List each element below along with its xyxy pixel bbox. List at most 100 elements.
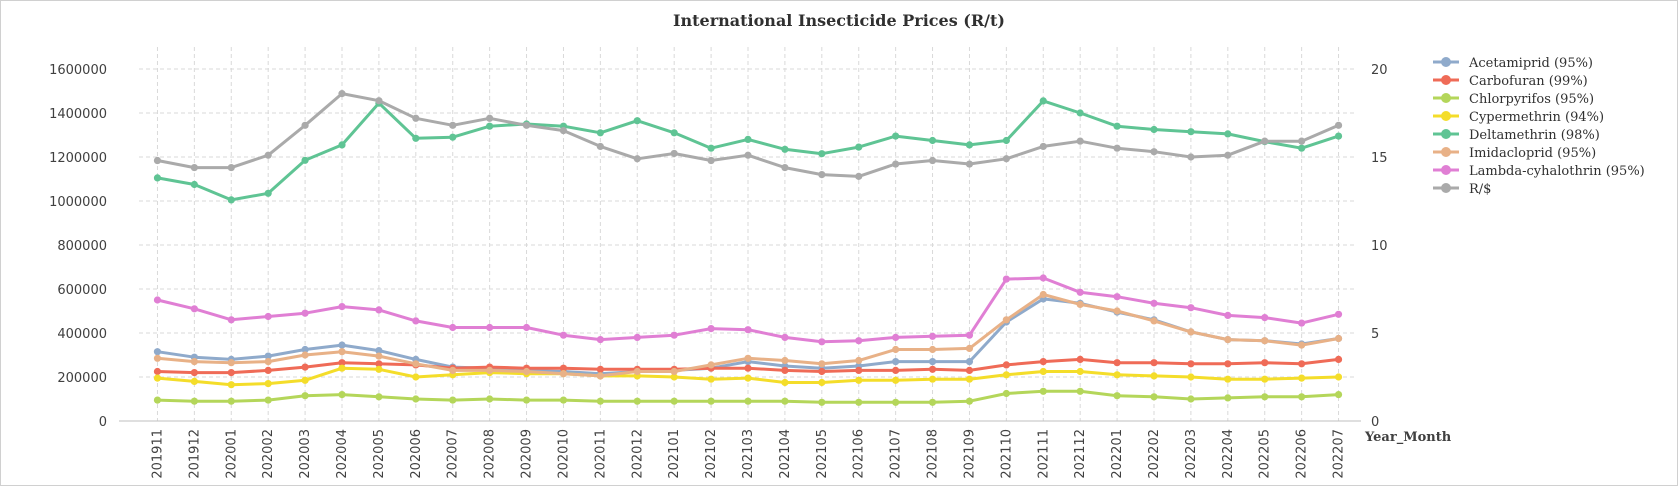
data-point-deltamethrin-98 bbox=[486, 122, 494, 130]
data-point-cypermethrin-94 bbox=[892, 376, 900, 384]
x-tick-label: 202201 bbox=[1110, 429, 1125, 479]
legend-label: Acetamiprid (95%) bbox=[1468, 56, 1593, 71]
data-point-deltamethrin-98 bbox=[1150, 125, 1158, 134]
x-tick-label: 202105 bbox=[815, 429, 830, 479]
data-point-lambda-cyhalothrin-95 bbox=[1150, 299, 1158, 307]
data-point-carbofuran-99 bbox=[1113, 359, 1121, 367]
data-point-carbofuran-99 bbox=[965, 366, 974, 374]
x-tick-label: 202009 bbox=[520, 429, 535, 479]
data-point-imidacloprid-95 bbox=[522, 367, 531, 376]
data-point-imidacloprid-95 bbox=[264, 358, 272, 366]
data-point-carbofuran-99 bbox=[559, 364, 568, 372]
data-point-imidacloprid-95 bbox=[486, 366, 494, 374]
legend-label: Chlorpyrifos (95%) bbox=[1469, 92, 1594, 107]
legend-label: Carbofuran (99%) bbox=[1469, 74, 1588, 89]
legend-marker bbox=[1441, 183, 1451, 193]
data-point-imidacloprid-95 bbox=[375, 352, 383, 360]
data-point-r bbox=[1076, 137, 1084, 145]
x-tick-label: 202008 bbox=[483, 429, 498, 479]
x-tick-label: 202007 bbox=[446, 429, 461, 479]
data-point-deltamethrin-98 bbox=[1334, 132, 1343, 140]
y-tick-label: 400000 bbox=[57, 327, 107, 342]
x-tick-label: 202004 bbox=[335, 429, 350, 479]
data-point-lambda-cyhalothrin-95 bbox=[928, 332, 937, 340]
data-point-carbofuran-99 bbox=[227, 369, 235, 377]
x-tick-label: 202010 bbox=[556, 429, 571, 479]
data-point-lambda-cyhalothrin-95 bbox=[707, 325, 715, 333]
data-point-acetamiprid-95 bbox=[264, 352, 272, 360]
data-point-cypermethrin-94 bbox=[264, 380, 272, 388]
data-point-r bbox=[633, 155, 641, 163]
data-point-imidacloprid-95 bbox=[781, 356, 789, 365]
legend-item-carbofuran-99: Carbofuran (99%) bbox=[1433, 74, 1588, 89]
data-point-cypermethrin-94 bbox=[338, 364, 346, 372]
data-point-lambda-cyhalothrin-95 bbox=[449, 323, 457, 332]
data-point-imidacloprid-95 bbox=[412, 360, 420, 368]
data-point-cypermethrin-94 bbox=[1334, 373, 1343, 381]
data-point-lambda-cyhalothrin-95 bbox=[338, 303, 346, 311]
data-point-imidacloprid-95 bbox=[1261, 337, 1269, 345]
data-point-lambda-cyhalothrin-95 bbox=[1076, 288, 1084, 296]
data-point-lambda-cyhalothrin-95 bbox=[965, 331, 974, 339]
data-point-deltamethrin-98 bbox=[965, 141, 974, 149]
data-point-chlorpyrifos-95 bbox=[818, 398, 826, 406]
x-tick-label: 202102 bbox=[704, 429, 719, 479]
x-tick-label: 202101 bbox=[667, 429, 682, 479]
data-point-r bbox=[1298, 137, 1306, 145]
data-point-cypermethrin-94 bbox=[670, 373, 678, 381]
x-tick-label: 202002 bbox=[261, 429, 276, 479]
data-point-acetamiprid-95 bbox=[375, 347, 383, 355]
data-point-deltamethrin-98 bbox=[264, 189, 272, 197]
x-tick-label: 202005 bbox=[372, 429, 387, 479]
data-point-carbofuran-99 bbox=[1076, 355, 1084, 363]
data-point-lambda-cyhalothrin-95 bbox=[596, 336, 604, 344]
data-point-chlorpyrifos-95 bbox=[596, 397, 604, 405]
data-point-acetamiprid-95 bbox=[153, 348, 162, 356]
data-point-r bbox=[375, 97, 383, 105]
x-tick-label: 201911 bbox=[150, 429, 165, 479]
data-point-chlorpyrifos-95 bbox=[965, 397, 974, 405]
legend-marker bbox=[1441, 75, 1451, 85]
y-tick-label: 1400000 bbox=[49, 107, 107, 122]
legend-item-lambda-cyhalothrin-95: Lambda-cyhalothrin (95%) bbox=[1433, 164, 1645, 179]
data-point-r bbox=[965, 160, 974, 168]
data-point-r bbox=[559, 127, 568, 135]
x-tick-label: 202112 bbox=[1073, 429, 1088, 479]
x-tick-label: 202006 bbox=[409, 429, 424, 479]
series-r bbox=[153, 90, 1343, 180]
data-point-cypermethrin-94 bbox=[965, 375, 974, 383]
data-point-deltamethrin-98 bbox=[670, 129, 678, 137]
data-point-chlorpyrifos-95 bbox=[1039, 387, 1047, 395]
data-point-cypermethrin-94 bbox=[818, 378, 826, 387]
data-point-imidacloprid-95 bbox=[855, 356, 863, 365]
data-point-cypermethrin-94 bbox=[744, 374, 752, 382]
data-point-r bbox=[1224, 151, 1232, 159]
data-point-deltamethrin-98 bbox=[1298, 144, 1306, 152]
x-tick-label: 202203 bbox=[1184, 429, 1199, 479]
data-point-lambda-cyhalothrin-95 bbox=[190, 305, 198, 313]
data-point-cypermethrin-94 bbox=[375, 365, 383, 373]
data-point-r bbox=[781, 163, 789, 172]
data-point-carbofuran-99 bbox=[1187, 360, 1195, 368]
data-point-r bbox=[928, 156, 937, 165]
data-point-r bbox=[670, 149, 678, 158]
data-point-imidacloprid-95 bbox=[818, 360, 826, 368]
data-point-chlorpyrifos-95 bbox=[227, 397, 235, 405]
x-tick-label: 202108 bbox=[926, 429, 941, 479]
data-point-chlorpyrifos-95 bbox=[375, 393, 383, 401]
data-point-chlorpyrifos-95 bbox=[1261, 393, 1269, 401]
data-point-deltamethrin-98 bbox=[633, 117, 641, 125]
data-point-deltamethrin-98 bbox=[1224, 130, 1232, 138]
data-point-cypermethrin-94 bbox=[1261, 375, 1269, 383]
data-point-deltamethrin-98 bbox=[855, 143, 863, 151]
x-tick-label: 202206 bbox=[1295, 429, 1310, 479]
data-point-carbofuran-99 bbox=[153, 367, 162, 376]
data-point-deltamethrin-98 bbox=[412, 134, 420, 142]
data-point-r bbox=[818, 171, 826, 179]
data-point-r bbox=[707, 156, 715, 165]
data-point-r bbox=[301, 121, 309, 129]
data-point-lambda-cyhalothrin-95 bbox=[818, 338, 826, 346]
data-point-chlorpyrifos-95 bbox=[781, 397, 789, 405]
data-point-imidacloprid-95 bbox=[1002, 316, 1010, 324]
